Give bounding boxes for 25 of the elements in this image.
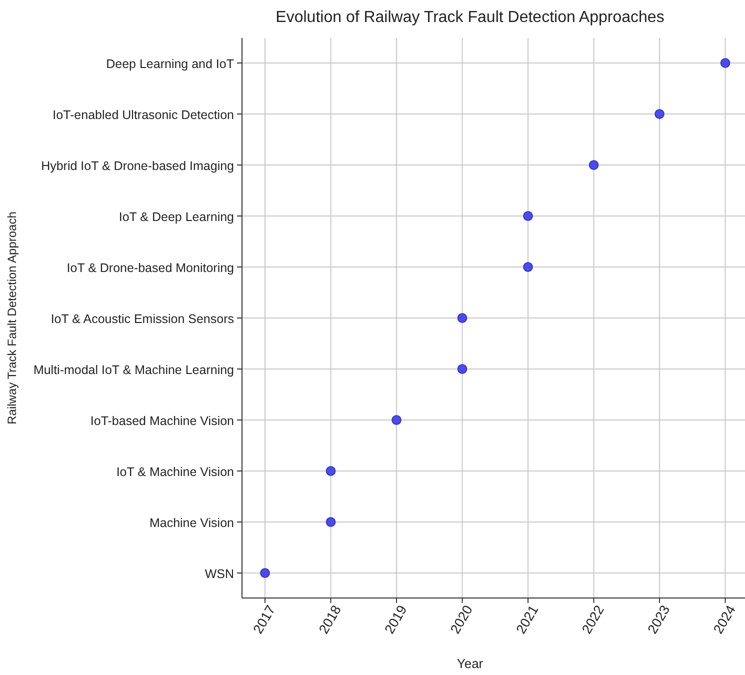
x-axis-title: Year [456, 656, 484, 671]
y-tick-label: Deep Learning and IoT [106, 57, 234, 71]
y-tick-label: Machine Vision [149, 516, 234, 530]
point [523, 211, 533, 221]
point [326, 517, 336, 527]
point [457, 313, 468, 323]
chart-title: Evolution of Railway Track Fault Detection Approaches [276, 9, 664, 26]
y-tick-label: Multi-modal IoT & Machine Learning [33, 363, 234, 377]
point [392, 415, 402, 425]
y-tick-label: IoT & Acoustic Emission Sensors [50, 312, 234, 326]
y-tick-label: Hybrid IoT & Drone-based Imaging [41, 159, 234, 173]
point [588, 160, 599, 170]
y-tick-label: IoT-based Machine Vision [90, 414, 234, 428]
point [654, 109, 664, 119]
y-tick-label: IoT & Drone-based Monitoring [66, 261, 234, 275]
point [523, 262, 533, 272]
y-tick-label: IoT-enabled Ultrasonic Detection [52, 108, 234, 122]
y-tick-label: IoT & Deep Learning [118, 210, 234, 224]
point [457, 364, 468, 374]
point [720, 58, 730, 68]
point [260, 568, 270, 578]
point [326, 466, 336, 476]
y-tick-label: WSN [204, 567, 234, 581]
y-tick-label: IoT & Machine Vision [116, 465, 234, 479]
y-axis-title: Railway Track Fault Detection Approach [5, 212, 19, 424]
